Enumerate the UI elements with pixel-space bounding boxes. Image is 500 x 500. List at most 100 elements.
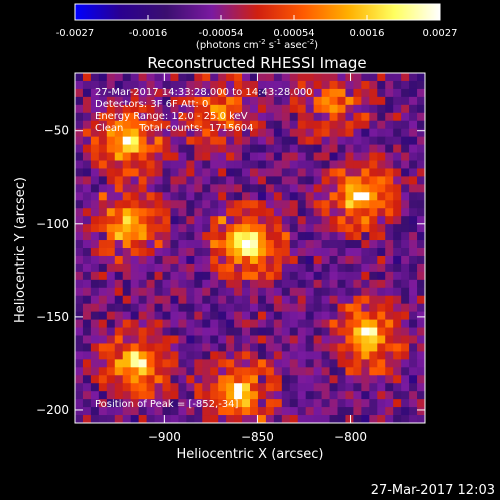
heatmap-cell — [393, 216, 402, 225]
heatmap-cell — [146, 399, 156, 408]
heatmap-cell — [170, 96, 179, 106]
heatmap-cell — [321, 391, 331, 400]
heatmap-cell — [273, 224, 283, 233]
heatmap-cell — [178, 104, 187, 114]
heatmap-cell — [361, 136, 370, 146]
heatmap-cell — [218, 351, 227, 360]
heatmap-cell — [305, 303, 315, 313]
heatmap-cell — [90, 287, 100, 297]
heatmap-cell — [281, 343, 291, 352]
heatmap-cell — [98, 80, 108, 90]
heatmap-cell — [369, 128, 378, 138]
heatmap-cell — [90, 248, 100, 257]
heatmap-cell — [202, 287, 211, 297]
heatmap-cell — [122, 88, 132, 98]
heatmap-cell — [98, 255, 108, 265]
heatmap-cell — [369, 279, 378, 289]
heatmap-cell — [82, 303, 92, 313]
heatmap-cell — [297, 351, 307, 360]
heatmap-cell — [138, 303, 148, 313]
heatmap-cell — [226, 359, 235, 368]
heatmap-cell — [186, 327, 195, 336]
heatmap-cell — [202, 407, 211, 416]
heatmap-cell — [273, 184, 283, 193]
heatmap-cell — [82, 415, 92, 423]
heatmap-cell — [234, 303, 243, 313]
heatmap-cell — [345, 160, 354, 169]
heatmap-cell — [409, 160, 418, 169]
heatmap-cell — [297, 311, 307, 321]
heatmap-cell — [194, 104, 203, 114]
heatmap-cell — [377, 136, 386, 146]
heatmap-cell — [393, 248, 402, 257]
heatmap-cell — [194, 319, 203, 329]
heatmap-cell — [75, 255, 84, 265]
heatmap-cell — [345, 224, 354, 233]
heatmap-cell — [393, 271, 402, 281]
heatmap-cell — [329, 327, 338, 336]
heatmap-cell — [409, 303, 418, 313]
heatmap-cell — [401, 73, 410, 82]
heatmap-cell — [98, 176, 108, 185]
heatmap-cell — [75, 176, 84, 185]
heatmap-cell — [401, 184, 410, 193]
heatmap-cell — [170, 88, 179, 98]
heatmap-cell — [337, 255, 346, 265]
heatmap-cell — [226, 399, 235, 408]
heatmap-cell — [273, 208, 283, 217]
heatmap-cell — [170, 160, 179, 169]
heatmap-cell — [369, 176, 378, 185]
heatmap-cell — [377, 271, 386, 281]
heatmap-cell — [377, 263, 386, 273]
heatmap-cell — [257, 287, 267, 297]
heatmap-cell — [75, 200, 84, 209]
heatmap-cell — [178, 375, 187, 384]
heatmap-cell — [361, 311, 370, 321]
heatmap-cell — [178, 415, 187, 423]
heatmap-cell — [178, 311, 187, 321]
heatmap-cell — [202, 80, 211, 90]
heatmap-cell — [417, 319, 425, 329]
heatmap-cell — [122, 287, 132, 297]
heatmap-cell — [114, 335, 124, 344]
heatmap-cell — [242, 176, 251, 185]
heatmap-cell — [242, 303, 251, 313]
heatmap-cell — [257, 73, 267, 82]
heatmap-cell — [146, 327, 156, 336]
heatmap-cell — [186, 351, 195, 360]
heatmap-cell — [385, 295, 394, 305]
heatmap-cell — [377, 351, 386, 360]
heatmap-cell — [401, 295, 410, 305]
heatmap-cell — [345, 128, 354, 138]
heatmap-cell — [377, 208, 386, 217]
heatmap-cell — [417, 263, 425, 273]
heatmap-cell — [146, 263, 156, 273]
heatmap-cell — [90, 96, 100, 106]
heatmap-cell — [257, 383, 267, 392]
heatmap-cell — [337, 224, 346, 233]
heatmap-cell — [385, 73, 394, 82]
heatmap-cell — [178, 279, 187, 289]
heatmap-cell — [289, 319, 299, 329]
heatmap-cell — [265, 96, 275, 106]
heatmap-cell — [234, 399, 243, 408]
heatmap-cell — [273, 319, 283, 329]
heatmap-cell — [146, 295, 156, 305]
heatmap-cell — [273, 263, 283, 273]
heatmap-cell — [401, 160, 410, 169]
heatmap-cell — [393, 319, 402, 329]
heatmap-cell — [226, 391, 235, 400]
heatmap-cell — [82, 263, 92, 273]
heatmap-cell — [361, 216, 370, 225]
heatmap-cell — [90, 216, 100, 225]
heatmap-cell — [218, 136, 227, 146]
heatmap-cell — [114, 287, 124, 297]
heatmap-cell — [393, 367, 402, 376]
heatmap-cell — [154, 303, 163, 313]
heatmap-cell — [257, 128, 267, 138]
heatmap-cell — [242, 391, 251, 400]
heatmap-cell — [281, 96, 291, 106]
heatmap-cell — [122, 359, 132, 368]
heatmap-cell — [329, 351, 338, 360]
heatmap-cell — [218, 104, 227, 114]
